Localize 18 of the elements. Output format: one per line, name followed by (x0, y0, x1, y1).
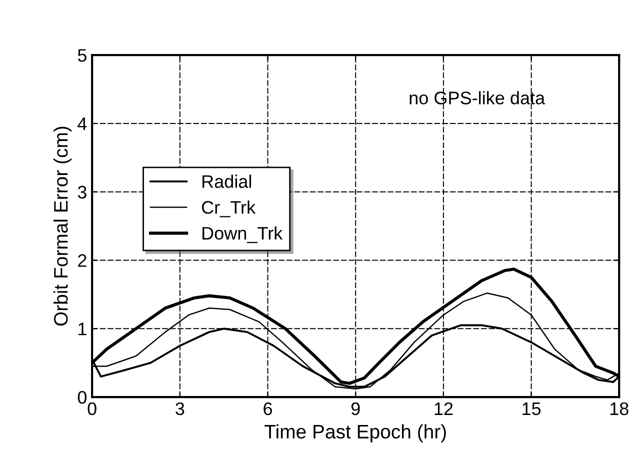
legend-label: Down_Trk (202, 226, 283, 244)
x-tick-label: 0 (88, 402, 96, 416)
x-axis-title: Time Past Epoch (hr) (264, 424, 446, 442)
x-tick-label: 3 (176, 402, 184, 416)
x-tick-label: 6 (264, 402, 272, 416)
y-tick-label: 5 (78, 49, 86, 62)
y-tick-label: 1 (78, 322, 86, 336)
y-tick-label: 4 (78, 118, 87, 130)
legend-label: Radial (202, 174, 252, 188)
x-tick-label: 12 (434, 402, 453, 415)
x-tick-label: 18 (610, 402, 628, 416)
y-tick-label: 0 (78, 390, 87, 404)
y-axis-title: Orbit Formal Error (cm) (53, 126, 72, 326)
legend-label: Cr_Trk (202, 200, 256, 218)
x-tick-label: 15 (522, 402, 541, 416)
x-tick-label: 9 (351, 402, 360, 416)
y-tick-label: 2 (78, 254, 86, 267)
y-tick-label: 3 (78, 186, 86, 199)
